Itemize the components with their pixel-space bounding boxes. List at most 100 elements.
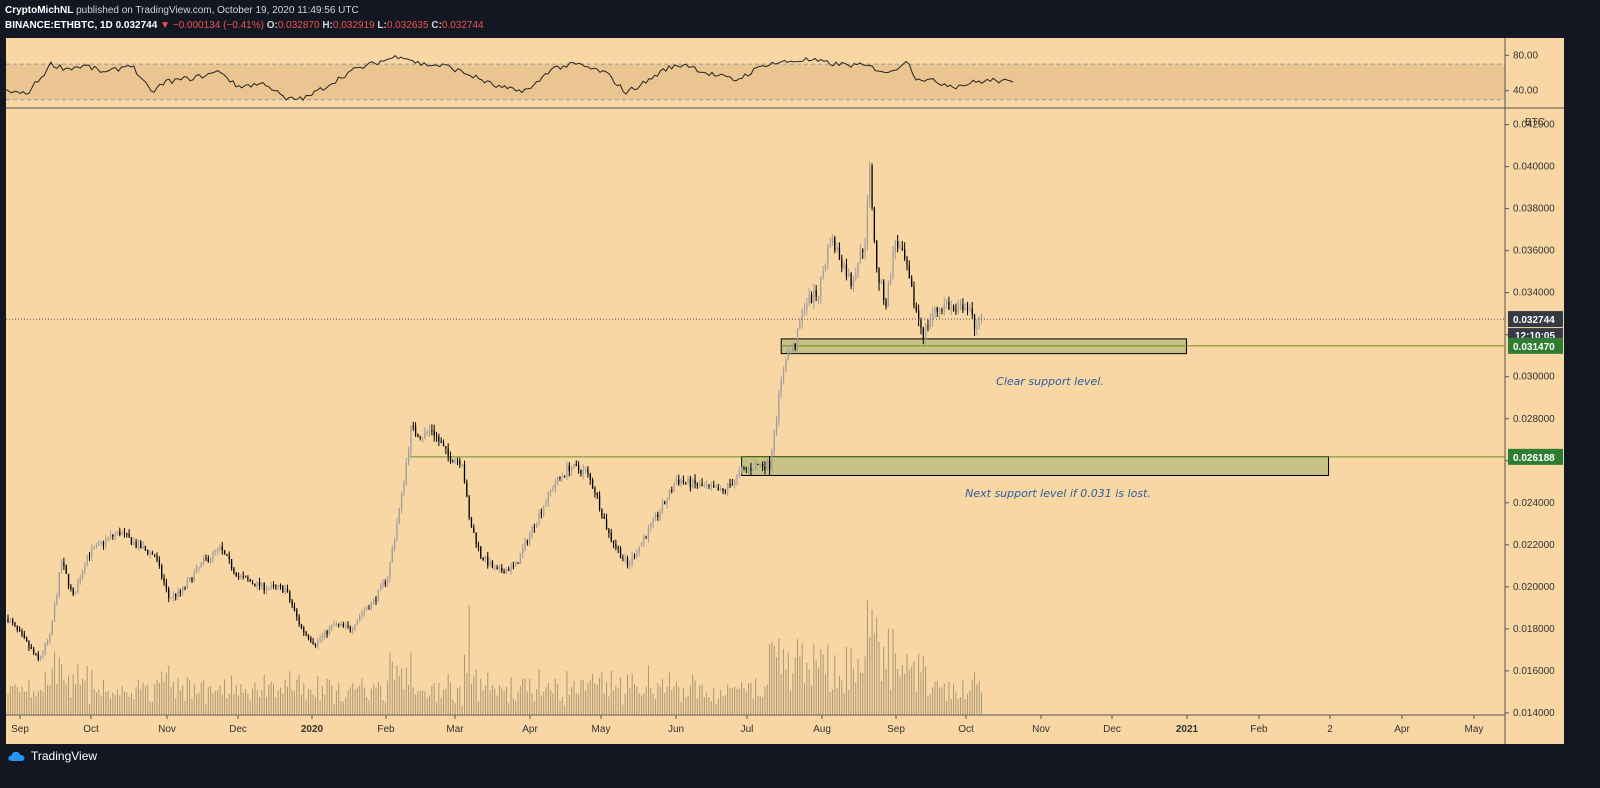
candle-body [696,483,699,487]
tradingview-logo[interactable]: TradingView [8,749,97,763]
candle-body [123,532,126,534]
candle-body [119,531,121,535]
x-tick-label: Aug [813,724,831,735]
volume-bar [470,683,472,715]
candle-body [899,247,901,249]
candle-body [300,624,303,629]
candle-body [864,245,866,252]
candle-body [843,264,845,268]
volume-bar [503,691,505,715]
candlesticks[interactable] [7,161,983,662]
candle-body [475,532,477,545]
candle-body [501,567,503,572]
candle-body [163,577,165,583]
volume-bar [359,685,361,715]
volume-bar [28,679,30,715]
volume-bar [599,677,601,715]
volume-bar [198,692,200,715]
candle-body [377,589,379,601]
volume-bar [135,686,137,715]
volume-bar [312,694,314,715]
candle-body [724,491,726,493]
candle-body [419,436,421,439]
close-value: 0.032744 [441,20,484,31]
candle-body [957,306,959,312]
volume-bar [314,696,316,715]
volume-bar [953,683,955,715]
volume-bar [468,605,470,715]
volume-bar [936,680,938,715]
volume-bar [484,685,486,715]
candle-body [913,286,915,307]
volume-bar [894,653,896,715]
volume-bar [880,681,882,715]
support-price-tag-label: 0.031470 [1513,342,1555,353]
volume-bar [175,698,177,715]
candle-body [114,534,116,537]
volume-bar [394,679,396,715]
candle-body [286,588,289,592]
volume-bar [424,691,426,715]
candle-body [60,561,63,573]
volume-bar [822,654,824,715]
volume-bar [242,692,244,715]
candle-body [484,556,487,561]
volume-bar [706,692,708,715]
publish-info: published on TradingView.com, October 19… [76,5,359,16]
volume-bar [645,686,647,715]
volume-bar [545,687,547,715]
volume-bar [759,696,761,715]
volume-bar [529,678,531,715]
candle-body [831,237,834,245]
candle-body [414,426,417,435]
candle-body [186,580,188,588]
y-tick-label: 0.036000 [1513,246,1555,257]
volume-bar [783,648,785,715]
volume-bar [345,697,347,715]
candle-body [615,544,617,548]
volume-bar [547,683,549,715]
candle-body [352,628,354,631]
candle-body [249,579,251,582]
candle-body [945,301,948,304]
volume-bar [948,681,950,715]
volume-bar [703,697,705,715]
candle-body [885,299,887,307]
candle-body [650,523,652,528]
candle-body [573,463,575,469]
volume-bar [384,702,386,715]
candle-body [897,240,899,249]
volume-bar [594,683,596,715]
candle-body [703,485,706,487]
candle-body [144,546,147,550]
candle-body [529,534,531,544]
volume-bar [417,691,419,715]
candle-body [671,489,673,492]
candle-body [405,462,407,484]
support-zones[interactable]: Clear support level. Next support level i… [410,338,1505,500]
volume-bar [270,681,272,715]
candle-body [105,539,107,545]
volume-bar [608,696,610,715]
last-price: 0.032744 [115,20,158,31]
volume-bar [205,704,207,715]
volume-bar [550,690,552,715]
volume-bar [743,687,745,715]
volume-bar [610,671,612,715]
candle-body [7,618,9,622]
author-name[interactable]: CryptoMichNL [5,5,74,16]
candle-body [890,277,892,284]
volume-bar [932,687,934,715]
volume-bar [373,684,375,715]
volume-bar [256,690,258,715]
candle-body [379,585,382,590]
volume-bar [636,686,638,715]
candle-body [664,502,666,505]
volume-bar [794,657,796,715]
open-label: O: [266,20,278,31]
candle-body [973,314,976,329]
rsi-pane[interactable]: 80.00 40.00 [5,50,1538,102]
volume-bar [100,696,102,715]
support-annotation: Next support level if 0.031 is lost. [965,487,1151,500]
